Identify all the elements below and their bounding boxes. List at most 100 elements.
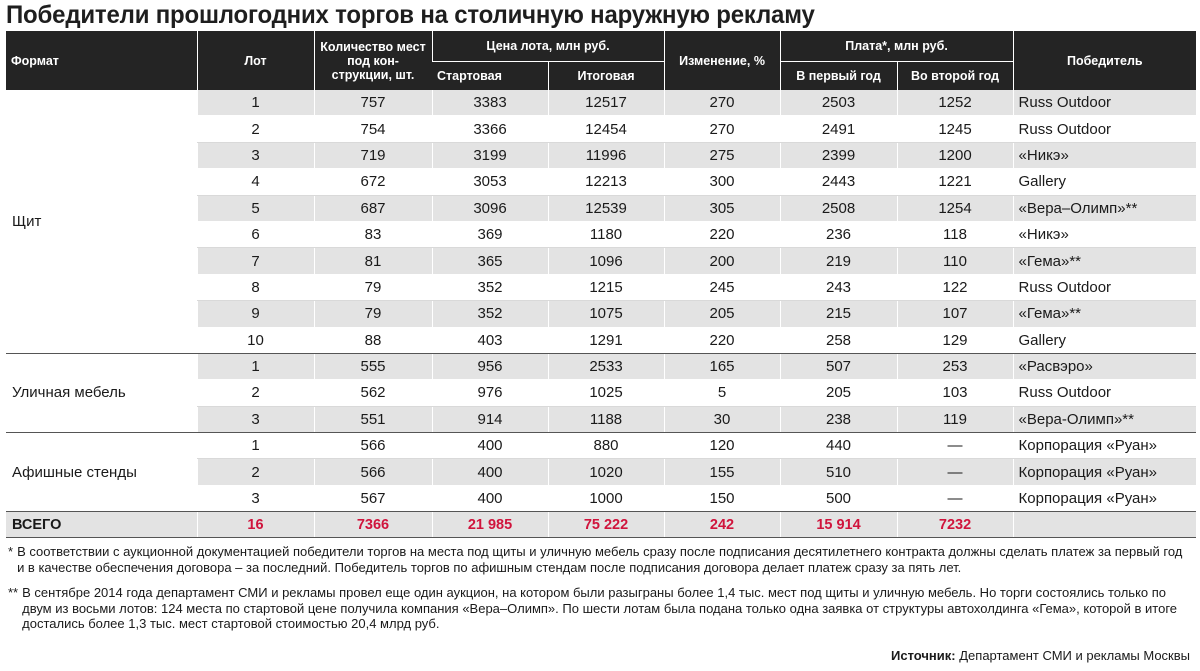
winner-cell: «Вера-Олимп»**: [1012, 406, 1197, 434]
year1-cell: 500: [779, 485, 898, 513]
final-price-cell: 11996: [547, 142, 665, 170]
winner-cell: «Гема»**: [1012, 300, 1197, 328]
total-start-price-cell: 21 985: [431, 511, 548, 539]
footnote-2: ** В сентябре 2014 года департамент СМИ …: [8, 585, 1188, 632]
lot-cell: 3: [196, 142, 314, 170]
format-cell: Щит: [6, 90, 197, 354]
change-cell: 300: [663, 168, 781, 196]
winner-cell: Корпорация «Руан»: [1012, 458, 1197, 486]
page-title: Победители прошлогодних торгов на столич…: [6, 1, 815, 29]
header-count: Количество мест под кон-струкции, шт.: [313, 31, 432, 90]
change-cell: 220: [663, 221, 781, 249]
table-body: Щит 1 757 3383 12517 270 2503 1252 Russ Outdoor 2…: [6, 90, 1197, 539]
final-price-cell: 1291: [547, 327, 665, 354]
final-price-cell: 12454: [547, 115, 665, 143]
year1-cell: 219: [779, 247, 898, 275]
table-row: 2 754 3366 12454 270 2491 1245 Russ Outdoor: [6, 115, 1197, 143]
count-cell: 83: [313, 221, 432, 249]
change-cell: 270: [663, 90, 781, 117]
start-price-cell: 400: [431, 432, 548, 460]
start-price-cell: 400: [431, 485, 548, 513]
header-change: Изменение, %: [663, 31, 781, 90]
year2-cell: 1254: [896, 195, 1014, 222]
total-year1-cell: 15 914: [779, 511, 898, 539]
start-price-cell: 956: [431, 353, 548, 381]
source-line: Источник: Департамент СМИ и рекламы Моск…: [891, 648, 1190, 663]
table-row: 3 567 400 1000 150 500— Корпорация «Руан»: [6, 485, 1197, 513]
year2-cell: 129: [896, 327, 1014, 354]
lot-cell: 6: [196, 221, 314, 249]
start-price-cell: 3053: [431, 168, 548, 196]
year1-cell: 238: [779, 406, 898, 434]
start-price-cell: 3096: [431, 195, 548, 222]
lot-cell: 3: [196, 485, 314, 513]
year1-cell: 507: [779, 353, 898, 381]
final-price-cell: 880: [547, 432, 665, 460]
final-price-cell: 2533: [547, 353, 665, 381]
table-row: 3 551 914 1188 30 238 119 «Вера-Олимп»**: [6, 406, 1197, 434]
count-cell: 79: [313, 300, 432, 328]
footnote-text: В сентябре 2014 года департамент СМИ и р…: [22, 585, 1178, 631]
header-start-price: Стартовая: [432, 61, 548, 90]
count-cell: 672: [313, 168, 432, 196]
total-label: ВСЕГО: [6, 511, 197, 539]
year1-cell: 205: [779, 379, 898, 407]
total-change-cell: 242: [663, 511, 781, 539]
count-cell: 81: [313, 247, 432, 275]
start-price-cell: 400: [431, 458, 548, 486]
start-price-cell: 403: [431, 327, 548, 354]
start-price-cell: 3383: [431, 90, 548, 117]
count-cell: 687: [313, 195, 432, 222]
change-cell: 275: [663, 142, 781, 170]
header-year2: Во второй год: [896, 61, 1014, 90]
year2-cell: 110: [896, 247, 1014, 275]
count-cell: 757: [313, 90, 432, 117]
final-price-cell: 12539: [547, 195, 665, 222]
header-final-price: Итоговая: [547, 61, 665, 90]
table-header: Формат Лот Количество мест под кон-струк…: [6, 31, 1197, 90]
table-row: 2 562 976 1025 5 205 103 Russ Outdoor: [6, 379, 1197, 407]
header-year1: В первый год: [779, 61, 898, 90]
final-price-cell: 1096: [547, 247, 665, 275]
winner-cell: Корпорация «Руан»: [1012, 485, 1197, 513]
lot-cell: 1: [196, 90, 314, 117]
table-row: 10 88 403 1291 220 258 129 Gallery: [6, 327, 1197, 354]
year1-cell: 440: [779, 432, 898, 460]
change-cell: 220: [663, 327, 781, 354]
lot-cell: 2: [196, 379, 314, 407]
count-cell: 562: [313, 379, 432, 407]
change-cell: 120: [663, 432, 781, 460]
year2-cell: 107: [896, 300, 1014, 328]
start-price-cell: 3199: [431, 142, 548, 170]
winner-cell: «Вера–Олимп»**: [1012, 195, 1197, 222]
total-final-price-cell: 75 222: [547, 511, 665, 539]
winner-cell: Gallery: [1012, 168, 1197, 196]
header-format: Формат: [6, 31, 197, 90]
change-cell: 30: [663, 406, 781, 434]
year1-cell: 236: [779, 221, 898, 249]
table-row: 7 81 365 1096 200 219 110 «Гема»**: [6, 247, 1197, 275]
year2-cell: 1245: [896, 115, 1014, 143]
start-price-cell: 3366: [431, 115, 548, 143]
change-cell: 5: [663, 379, 781, 407]
winner-cell: Gallery: [1012, 327, 1197, 354]
count-cell: 754: [313, 115, 432, 143]
count-cell: 567: [313, 485, 432, 513]
winner-cell: «Гема»**: [1012, 247, 1197, 275]
table-row: 4 672 3053 12213 300 2443 1221 Gallery: [6, 168, 1197, 196]
year2-cell: —: [896, 458, 1014, 486]
final-price-cell: 12517: [547, 90, 665, 117]
table-row: 6 83 369 1180 220 236 118 «Никэ»: [6, 221, 1197, 249]
final-price-cell: 1000: [547, 485, 665, 513]
change-cell: 155: [663, 458, 781, 486]
lot-cell: 4: [196, 168, 314, 196]
lot-cell: 8: [196, 274, 314, 302]
format-cell: Афишные стенды: [6, 432, 197, 513]
year2-cell: —: [896, 485, 1014, 513]
source-label: Источник:: [891, 648, 956, 663]
lot-cell: 7: [196, 247, 314, 275]
lot-cell: 1: [196, 432, 314, 460]
year2-cell: 1252: [896, 90, 1014, 117]
year2-cell: 103: [896, 379, 1014, 407]
